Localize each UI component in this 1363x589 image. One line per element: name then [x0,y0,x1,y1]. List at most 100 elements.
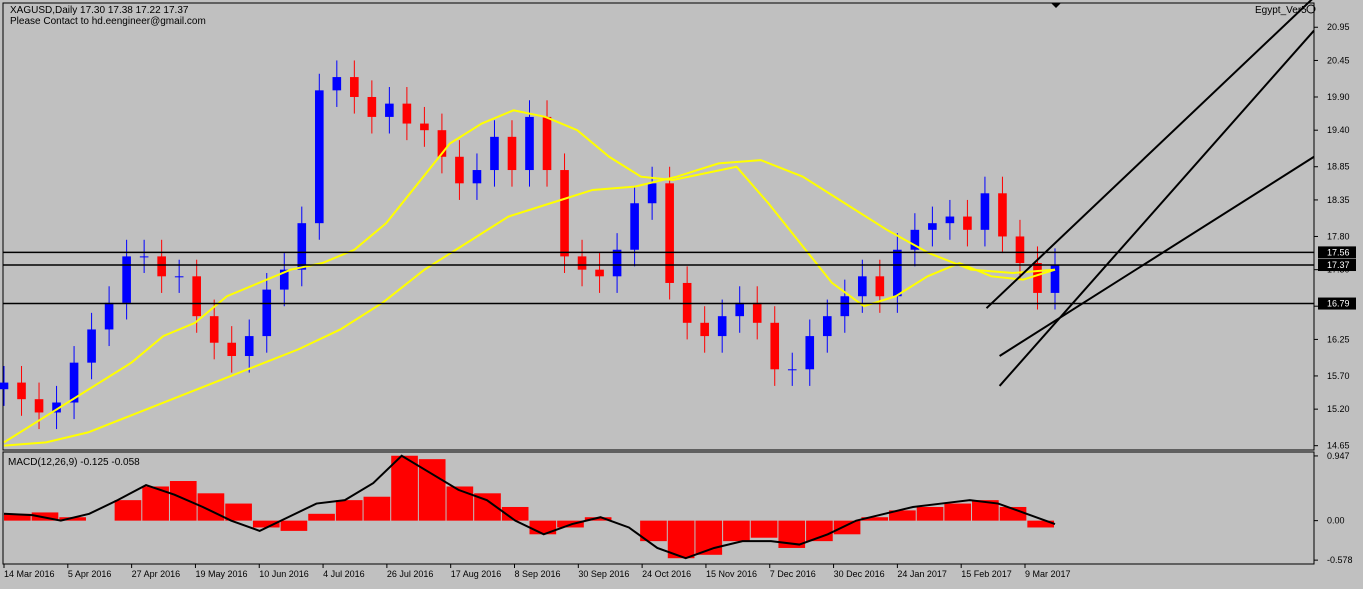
date-tick-label: 7 Dec 2016 [770,569,816,579]
candle-body [34,399,44,413]
candle-body [17,382,26,400]
candle-body [963,216,972,230]
macd-tick-label: -0.578 [1327,555,1353,565]
macd-histogram-bar [1027,520,1054,528]
price-tick-label: 19.40 [1327,125,1350,135]
main-plot-frame [2,2,1315,451]
macd-histogram-bar [750,520,778,538]
macd-signal-line [3,454,1056,560]
candle-body [717,316,727,337]
candle-body [297,223,307,270]
candle-body [104,302,114,330]
macd-histogram-bar [723,520,750,542]
candle-body [752,302,762,323]
candle-body [647,183,657,204]
moving-average-line [3,109,1056,444]
macd-histogram-bar [833,520,861,535]
candle-body [209,316,219,343]
price-tick-label: 17.80 [1327,231,1350,241]
candle-body [262,289,272,337]
price-tag-label: 16.79 [1327,299,1350,309]
contact-text: Please Contact to hd.eengineer@gmail.com [10,16,206,27]
macd-histogram-bar [640,520,667,542]
macd-layer [3,454,1056,560]
date-tick-label: 24 Oct 2016 [642,569,691,579]
price-tick-label: 16.25 [1327,334,1350,344]
candle-body [858,276,867,297]
shift-marker-icon[interactable] [1051,3,1061,8]
date-tick-label: 19 May 2016 [195,569,247,579]
macd-histogram-bar [972,500,999,521]
macd-histogram-bar [916,506,944,521]
date-tick-label: 14 Mar 2016 [4,569,55,579]
date-tick-label: 8 Sep 2016 [515,569,561,579]
price-tick-label: 19.90 [1327,92,1350,102]
main-layer [0,0,1315,447]
candle-body [472,170,482,184]
price-tag-label: 17.37 [1327,260,1350,270]
price-tick-label: 15.20 [1327,404,1350,414]
macd-histogram-bar [806,520,833,542]
price-tick-label: 18.35 [1327,195,1350,205]
price-tick-label: 20.95 [1327,22,1350,32]
macd-histogram-bar [114,500,142,521]
price-tag-box [1318,246,1356,259]
price-tag-label: 17.56 [1327,247,1350,257]
candle-body [1015,236,1025,264]
candle-body [945,216,955,224]
macd-histogram-bar [667,520,695,559]
trend-channel-line [998,29,1315,387]
macd-title: MACD(12,26,9) -0.125 -0.058 [8,457,140,468]
candle-body [227,342,237,357]
candle-body [665,183,674,283]
candle-body [367,96,377,117]
macd-histogram-bar [4,513,31,521]
macd-histogram-bar [391,455,418,521]
candle-body [332,77,342,91]
date-tick-label: 9 Mar 2017 [1025,569,1071,579]
trend-channel-line [999,155,1315,357]
price-tick-label: 15.70 [1327,371,1350,381]
macd-histogram-bar [889,510,916,521]
candle-body [87,329,96,363]
candle-body [0,382,9,390]
candle-body [122,256,131,303]
candle-body [770,322,780,370]
candle-body [560,170,569,257]
candle-body [822,316,832,337]
macd-histogram-bar [225,503,252,521]
candle-body [577,256,587,270]
candle-body [279,269,289,290]
trend-channel-line [985,0,1313,309]
candle-body [52,402,61,413]
macd-histogram-bar [59,517,86,521]
candle-body [998,193,1007,237]
candle-body [350,77,359,97]
price-tag-box [1318,297,1356,310]
macd-histogram-bar [501,506,529,521]
date-tick-label: 15 Feb 2017 [961,569,1012,579]
candle-body [402,103,412,124]
moving-average-line [3,159,1056,447]
axis-layer: 20.9520.4519.9019.4018.8518.3517.8017.30… [3,22,1356,579]
candle-body [490,136,499,171]
macd-histogram-bar [584,517,612,521]
macd-histogram-bar [335,500,363,521]
candle-body [542,116,552,171]
candle-body [787,369,797,371]
date-tick-label: 30 Sep 2016 [578,569,629,579]
macd-histogram-bar [252,520,280,528]
candle-body [192,276,201,317]
candle-body [507,136,517,171]
macd-histogram-bar [169,481,197,521]
date-tick-label: 5 Apr 2016 [68,569,112,579]
price-tick-label: 20.45 [1327,55,1350,65]
candle-body [612,249,622,277]
macd-histogram-bar [861,517,889,521]
smiley-icon [1306,4,1316,14]
price-tick-label: 18.85 [1327,162,1350,172]
candle-body [980,193,990,230]
macd-histogram-bar [944,503,972,521]
candle-body [1033,263,1042,293]
